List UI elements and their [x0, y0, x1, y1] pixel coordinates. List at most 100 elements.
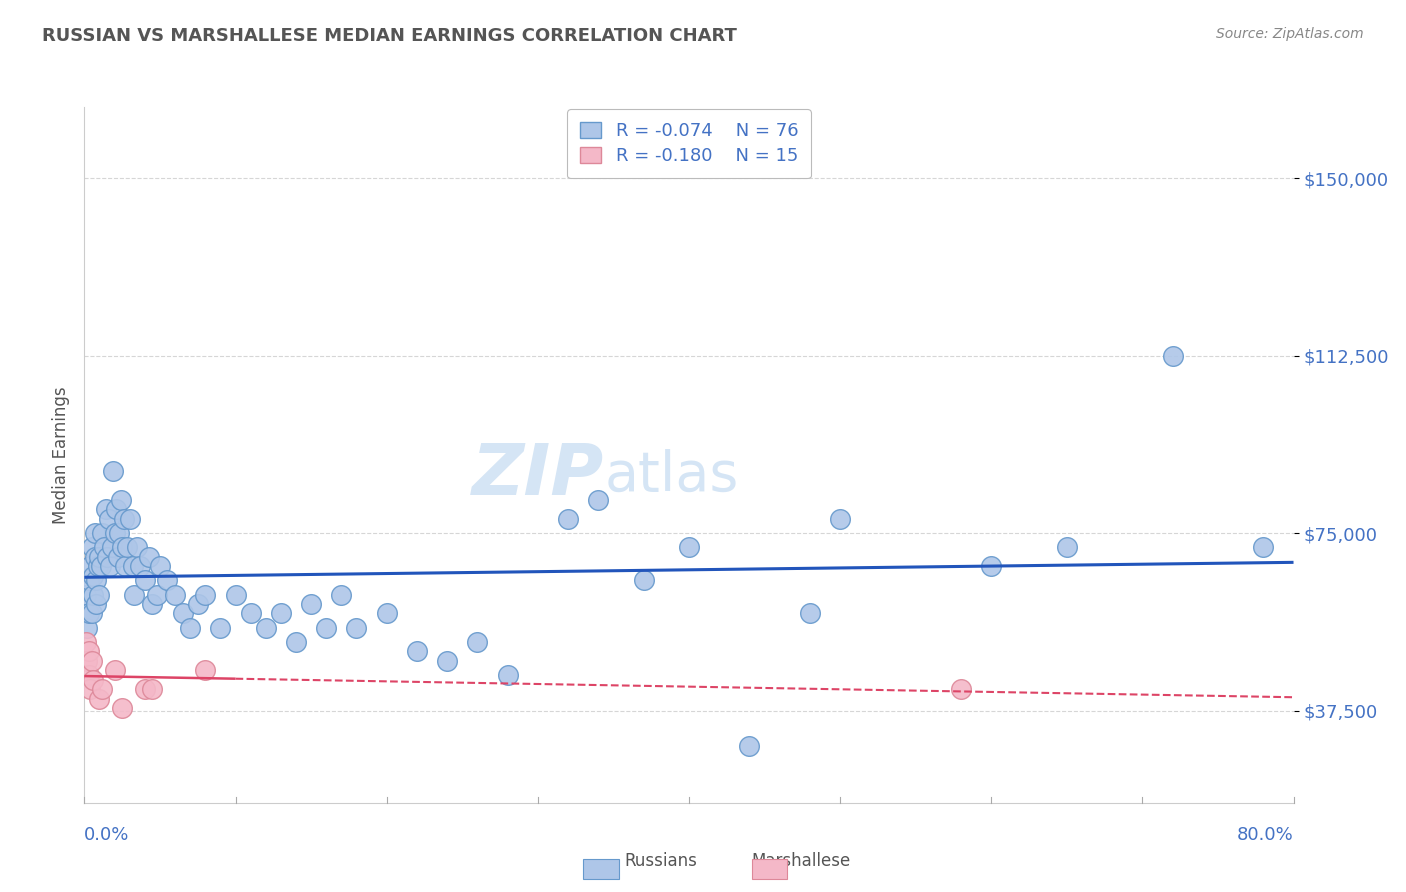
Point	[104, 663, 127, 677]
Point	[799, 607, 821, 621]
Point	[111, 701, 134, 715]
Point	[76, 621, 98, 635]
Point	[105, 502, 128, 516]
Text: 80.0%: 80.0%	[1237, 827, 1294, 845]
Point	[82, 568, 104, 582]
Point	[1056, 540, 1078, 554]
Point	[633, 574, 655, 588]
Point	[89, 588, 111, 602]
Point	[82, 673, 104, 687]
Point	[93, 540, 115, 554]
Point	[588, 492, 610, 507]
Point	[146, 588, 169, 602]
Point	[138, 549, 160, 564]
Point	[678, 540, 700, 554]
Point	[77, 644, 100, 658]
Point	[75, 635, 97, 649]
Point	[112, 512, 135, 526]
Point	[100, 540, 122, 554]
Y-axis label: Median Earnings: Median Earnings	[52, 386, 70, 524]
Point	[107, 549, 129, 564]
Text: ZIP: ZIP	[472, 442, 605, 510]
Point	[80, 540, 103, 554]
Point	[94, 502, 117, 516]
Point	[496, 668, 519, 682]
Point	[75, 588, 97, 602]
Point	[89, 691, 111, 706]
Point	[346, 621, 368, 635]
Point	[86, 597, 108, 611]
Text: RUSSIAN VS MARSHALLESE MEDIAN EARNINGS CORRELATION CHART: RUSSIAN VS MARSHALLESE MEDIAN EARNINGS C…	[42, 27, 737, 45]
Point	[557, 512, 579, 526]
Point	[101, 465, 124, 479]
Point	[89, 549, 111, 564]
Point	[122, 588, 145, 602]
Point	[1161, 349, 1184, 363]
Point	[436, 654, 458, 668]
Point	[84, 549, 107, 564]
Text: 0.0%: 0.0%	[84, 827, 129, 845]
Point	[80, 607, 103, 621]
Point	[104, 526, 127, 541]
Point	[239, 607, 262, 621]
Point	[98, 559, 121, 574]
Point	[97, 512, 120, 526]
Point	[225, 588, 247, 602]
Point	[134, 682, 156, 697]
Point	[134, 574, 156, 588]
Point	[96, 549, 118, 564]
Point	[79, 682, 101, 697]
Point	[1251, 540, 1274, 554]
Point	[79, 559, 101, 574]
Point	[84, 526, 107, 541]
Point	[738, 739, 761, 753]
Point	[187, 597, 209, 611]
Point	[91, 526, 114, 541]
Point	[830, 512, 852, 526]
Point	[141, 682, 163, 697]
Legend: R = -0.074    N = 76, R = -0.180    N = 15: R = -0.074 N = 76, R = -0.180 N = 15	[567, 109, 811, 178]
Point	[209, 621, 232, 635]
Point	[467, 635, 489, 649]
Point	[950, 682, 973, 697]
Point	[87, 559, 110, 574]
Point	[111, 540, 134, 554]
Point	[108, 526, 131, 541]
Point	[114, 559, 136, 574]
Point	[149, 559, 172, 574]
Point	[121, 559, 143, 574]
Point	[86, 574, 108, 588]
Text: Marshallese: Marshallese	[752, 852, 851, 870]
Point	[110, 492, 132, 507]
Point	[179, 621, 201, 635]
Point	[163, 588, 186, 602]
Point	[194, 588, 217, 602]
Point	[315, 621, 337, 635]
Text: atlas: atlas	[605, 449, 738, 503]
Point	[118, 512, 141, 526]
Point	[91, 682, 114, 697]
Point	[284, 635, 308, 649]
Point	[270, 607, 292, 621]
Point	[980, 559, 1002, 574]
Point	[76, 654, 98, 668]
Point	[299, 597, 322, 611]
Text: Russians: Russians	[624, 852, 697, 870]
Point	[194, 663, 217, 677]
Point	[156, 574, 179, 588]
Point	[77, 574, 100, 588]
Point	[90, 559, 112, 574]
Point	[375, 607, 398, 621]
Point	[115, 540, 138, 554]
Point	[406, 644, 429, 658]
Point	[330, 588, 353, 602]
Point	[172, 607, 194, 621]
Point	[77, 607, 100, 621]
Point	[254, 621, 277, 635]
Point	[80, 654, 103, 668]
Point	[141, 597, 163, 611]
Point	[129, 559, 152, 574]
Point	[77, 668, 100, 682]
Point	[82, 588, 104, 602]
Point	[127, 540, 149, 554]
